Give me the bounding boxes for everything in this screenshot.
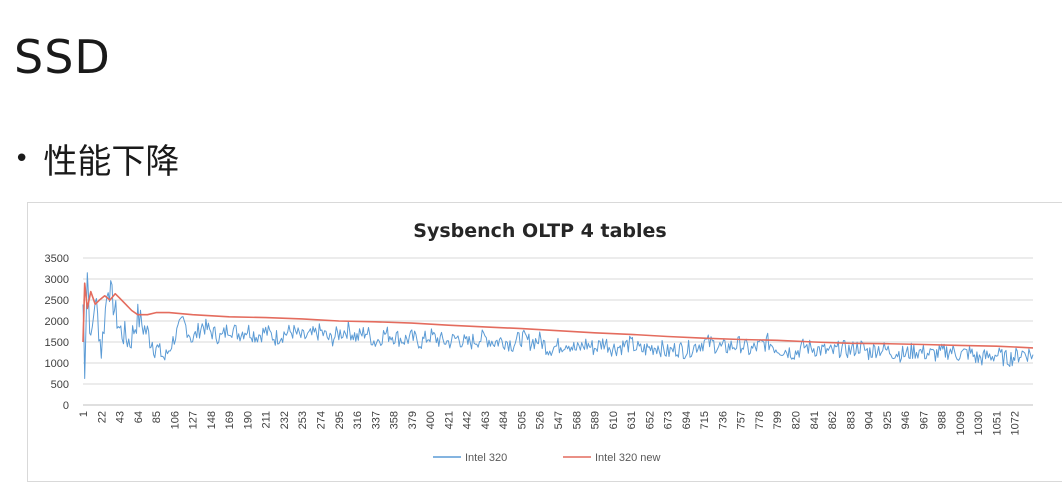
- y-tick-label: 2500: [45, 295, 69, 307]
- y-tick-label: 3500: [45, 253, 69, 265]
- legend: Intel 320 Intel 320 new: [433, 452, 660, 464]
- y-tick-label: 2000: [45, 316, 69, 328]
- x-tick-label: 1072: [1010, 411, 1022, 435]
- series-lines: [82, 272, 1034, 379]
- x-tick-label: 190: [242, 411, 254, 429]
- x-tick-label: 505: [516, 411, 528, 429]
- y-tick-label: 500: [51, 379, 69, 391]
- y-tick-label: 1500: [45, 337, 69, 349]
- x-tick-label: 862: [827, 411, 839, 429]
- x-tick-label: 64: [133, 411, 145, 423]
- x-tick-label: 1030: [973, 411, 985, 435]
- x-tick-label: 337: [370, 411, 382, 429]
- x-tick-label: 169: [224, 411, 236, 429]
- x-tick-label: 1: [78, 411, 90, 417]
- x-tick-label: 400: [425, 411, 437, 429]
- x-tick-label: 610: [608, 411, 620, 429]
- x-tick-label: 22: [96, 411, 108, 423]
- x-tick-label: 568: [571, 411, 583, 429]
- chart-title: Sysbench OLTP 4 tables: [413, 220, 666, 242]
- x-tick-label: 589: [590, 411, 602, 429]
- y-axis-ticks: 0 500 1000 1500 2000 2500 3000 3500: [45, 253, 69, 412]
- x-tick-label: 883: [845, 411, 857, 429]
- x-tick-label: 106: [169, 411, 181, 429]
- x-tick-label: 631: [626, 411, 638, 429]
- x-tick-label: 799: [772, 411, 784, 429]
- chart-panel: Sysbench OLTP 4 tables 0 500 1000 1500 2000 2…: [27, 202, 1062, 482]
- x-tick-label: 358: [389, 411, 401, 429]
- x-tick-label: 295: [334, 411, 346, 429]
- bullet-item: • 性能下降: [14, 134, 179, 183]
- x-tick-label: 652: [644, 411, 656, 429]
- x-tick-label: 757: [736, 411, 748, 429]
- bullet-dot: •: [14, 143, 30, 174]
- y-tick-label: 0: [63, 400, 69, 412]
- x-tick-label: 484: [498, 411, 510, 429]
- x-tick-label: 967: [918, 411, 930, 429]
- series-line-1: [82, 272, 1034, 379]
- x-tick-label: 904: [864, 411, 876, 429]
- y-tick-label: 3000: [45, 274, 69, 286]
- x-tick-label: 526: [535, 411, 547, 429]
- x-axis-ticks: 1 22 43 64 85 106 127 148 169 190 211 232 253 274 295 3…: [78, 411, 1022, 435]
- x-tick-label: 736: [717, 411, 729, 429]
- x-tick-label: 820: [791, 411, 803, 429]
- x-tick-label: 988: [937, 411, 949, 429]
- x-tick-label: 442: [462, 411, 474, 429]
- x-tick-label: 148: [206, 411, 218, 429]
- x-tick-label: 421: [443, 411, 455, 429]
- slide-title: SSD: [14, 30, 111, 84]
- x-tick-label: 463: [480, 411, 492, 429]
- x-tick-label: 778: [754, 411, 766, 429]
- line-chart: Sysbench OLTP 4 tables 0 500 1000 1500 2000 2…: [45, 220, 1034, 464]
- x-tick-label: 253: [297, 411, 309, 429]
- x-tick-label: 316: [352, 411, 364, 429]
- x-tick-label: 232: [279, 411, 291, 429]
- x-tick-label: 1009: [955, 411, 967, 435]
- x-tick-label: 715: [699, 411, 711, 429]
- x-tick-label: 547: [553, 411, 565, 429]
- x-tick-label: 673: [663, 411, 675, 429]
- x-tick-label: 127: [188, 411, 200, 429]
- x-tick-label: 841: [809, 411, 821, 429]
- x-tick-label: 274: [316, 411, 328, 429]
- x-tick-label: 211: [261, 411, 273, 429]
- y-tick-label: 1000: [45, 358, 69, 370]
- series-line-2: [82, 282, 1034, 349]
- legend-label-1: Intel 320: [465, 452, 507, 464]
- x-tick-label: 85: [151, 411, 163, 423]
- x-tick-label: 925: [882, 411, 894, 429]
- x-tick-label: 379: [407, 411, 419, 429]
- bullet-text: 性能下降: [43, 142, 180, 182]
- x-tick-label: 1051: [991, 411, 1003, 435]
- x-tick-label: 694: [681, 411, 693, 429]
- x-tick-label: 43: [115, 411, 127, 423]
- legend-label-2: Intel 320 new: [595, 452, 660, 464]
- x-tick-label: 946: [900, 411, 912, 429]
